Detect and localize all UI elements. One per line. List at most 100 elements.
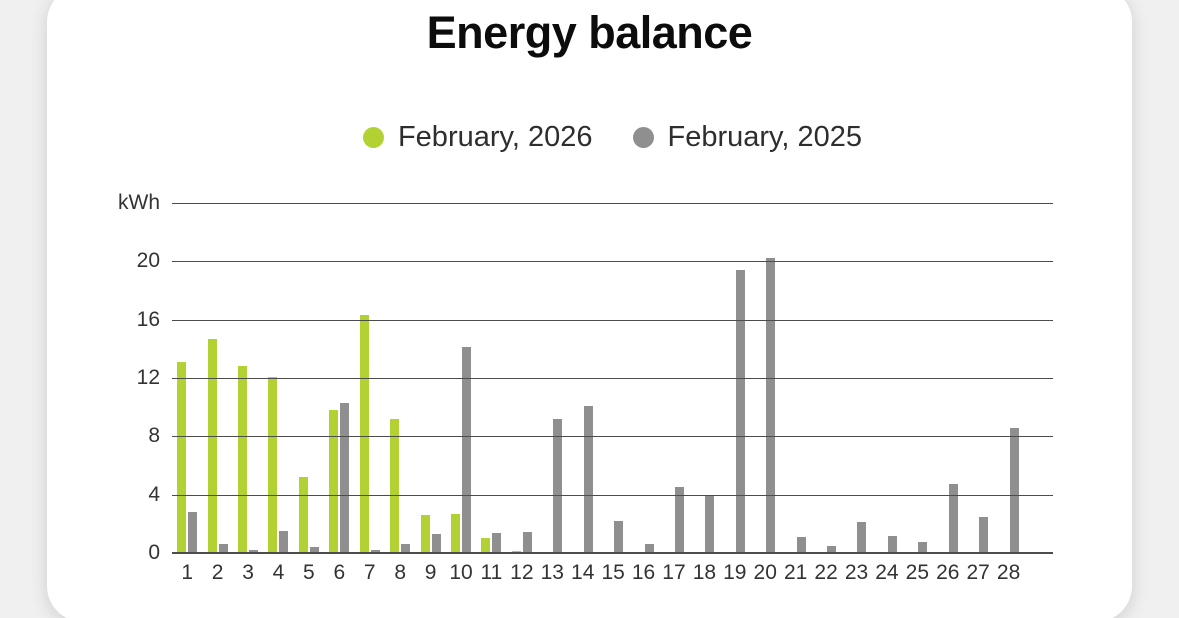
day-column bbox=[993, 203, 1023, 553]
day-column bbox=[415, 203, 445, 553]
plot-area: kWh 0 4 8 12 16 20 bbox=[118, 192, 1053, 564]
bar-2025 bbox=[370, 550, 380, 553]
day-column bbox=[933, 203, 963, 553]
x-axis-tick-label: 7 bbox=[363, 561, 376, 584]
x-axis-tick-label: 18 bbox=[692, 561, 717, 584]
x-axis-tick-label: 12 bbox=[510, 561, 534, 584]
bar-2026 bbox=[511, 550, 521, 553]
x-axis-tick-label: 2 bbox=[211, 561, 224, 584]
x-axis-tick-label: 15 bbox=[601, 561, 625, 584]
x-axis-tick-label: 8 bbox=[394, 561, 406, 584]
bar-2025 bbox=[766, 258, 776, 553]
bar-2025 bbox=[188, 512, 198, 553]
x-axis-tick-label: 4 bbox=[272, 561, 285, 584]
bar-2025 bbox=[1009, 427, 1019, 553]
day-column bbox=[537, 203, 567, 553]
x-axis-tick-label: 10 bbox=[449, 561, 473, 584]
x-axis-tick-label: 22 bbox=[814, 561, 838, 584]
day-column bbox=[202, 203, 232, 553]
y-axis-unit-label: kWh bbox=[118, 191, 160, 214]
x-axis-tick-label: 6 bbox=[333, 561, 346, 584]
bar-2025 bbox=[583, 405, 593, 553]
day-column bbox=[659, 203, 689, 553]
bar-2025 bbox=[979, 516, 989, 553]
day-column bbox=[872, 203, 902, 553]
bars-region bbox=[172, 203, 1024, 553]
bar-2025 bbox=[735, 270, 745, 553]
x-axis-tick-label: 11 bbox=[480, 561, 503, 584]
chart-title: Energy balance bbox=[426, 7, 753, 58]
x-axis-tick-label: 14 bbox=[571, 561, 595, 584]
day-column bbox=[233, 203, 263, 553]
bar-2025 bbox=[705, 494, 715, 553]
x-axis-tick-label: 21 bbox=[783, 561, 808, 584]
day-column bbox=[476, 203, 506, 553]
day-column bbox=[385, 203, 415, 553]
bar-2026 bbox=[298, 477, 308, 553]
x-axis-tick-label: 13 bbox=[540, 561, 564, 584]
x-axis-tick-label: 25 bbox=[905, 561, 930, 584]
x-axis-tick-label: 3 bbox=[242, 561, 254, 584]
x-axis-tick-label: 26 bbox=[936, 561, 960, 584]
x-axis-tick-label: 19 bbox=[723, 561, 747, 584]
x-axis-tick-label: 16 bbox=[631, 561, 656, 584]
x-axis-tick-label: 27 bbox=[966, 561, 990, 584]
day-column bbox=[963, 203, 993, 553]
bar-2026 bbox=[329, 410, 339, 553]
day-column bbox=[598, 203, 628, 553]
day-column bbox=[780, 203, 810, 553]
bar-2025 bbox=[218, 544, 228, 553]
x-axis-labels: 1 2 3 4 5 6 7 8 9 10 11 12 13 14 15 16 17 18 19 20 21 22 23 24 2… bbox=[172, 561, 1024, 585]
bar-2025 bbox=[918, 542, 928, 553]
bar-2026 bbox=[268, 376, 278, 553]
bar-2025 bbox=[279, 531, 289, 553]
day-column bbox=[628, 203, 658, 553]
legend-item-feb-2026[interactable]: February, 2026 bbox=[362, 121, 593, 154]
legend-marker-feb-2026-icon bbox=[362, 127, 384, 148]
day-column bbox=[355, 203, 385, 553]
bar-2025 bbox=[462, 347, 471, 553]
bar-2025 bbox=[249, 550, 259, 553]
bar-2025 bbox=[948, 484, 958, 553]
day-column bbox=[446, 203, 476, 553]
day-column bbox=[567, 203, 597, 553]
bar-2025 bbox=[887, 535, 897, 553]
x-axis-tick-label: 23 bbox=[844, 561, 869, 584]
bar-2025 bbox=[340, 402, 350, 553]
bar-2025 bbox=[674, 487, 684, 553]
bar-2025 bbox=[857, 522, 867, 553]
bar-2025 bbox=[644, 543, 654, 553]
bar-2025 bbox=[796, 536, 806, 553]
legend-label-feb-2025: February, 2025 bbox=[667, 121, 863, 153]
day-column bbox=[811, 203, 841, 553]
bar-2025 bbox=[553, 418, 563, 553]
x-axis-tick-label: 5 bbox=[303, 561, 315, 584]
day-column bbox=[689, 203, 719, 553]
bar-2025 bbox=[492, 532, 502, 553]
day-column bbox=[294, 203, 324, 553]
legend-item-feb-2025[interactable]: February, 2025 bbox=[632, 121, 863, 154]
x-axis-tick-label: 24 bbox=[875, 561, 899, 584]
bar-2025 bbox=[827, 545, 837, 553]
day-column bbox=[324, 203, 354, 553]
bar-2026 bbox=[177, 361, 187, 553]
bar-2026 bbox=[238, 366, 248, 553]
bar-2026 bbox=[451, 513, 460, 553]
bar-2026 bbox=[420, 515, 430, 553]
bar-2025 bbox=[309, 547, 319, 553]
legend: February, 2026 February, 2025 bbox=[172, 121, 1053, 154]
y-axis-tick-label: 16 bbox=[136, 307, 160, 331]
day-column bbox=[841, 203, 871, 553]
bar-2026 bbox=[481, 538, 491, 553]
y-axis-tick-label: 20 bbox=[136, 249, 160, 273]
bar-2025 bbox=[614, 520, 624, 553]
bar-2026 bbox=[390, 418, 400, 553]
bar-2025 bbox=[431, 534, 441, 553]
bar-2026 bbox=[207, 338, 217, 553]
day-column bbox=[172, 203, 202, 553]
legend-marker-feb-2025-icon bbox=[632, 127, 654, 148]
day-column bbox=[263, 203, 293, 553]
x-axis-tick-label: 28 bbox=[996, 561, 1021, 584]
y-axis-tick-label: 12 bbox=[136, 366, 160, 389]
